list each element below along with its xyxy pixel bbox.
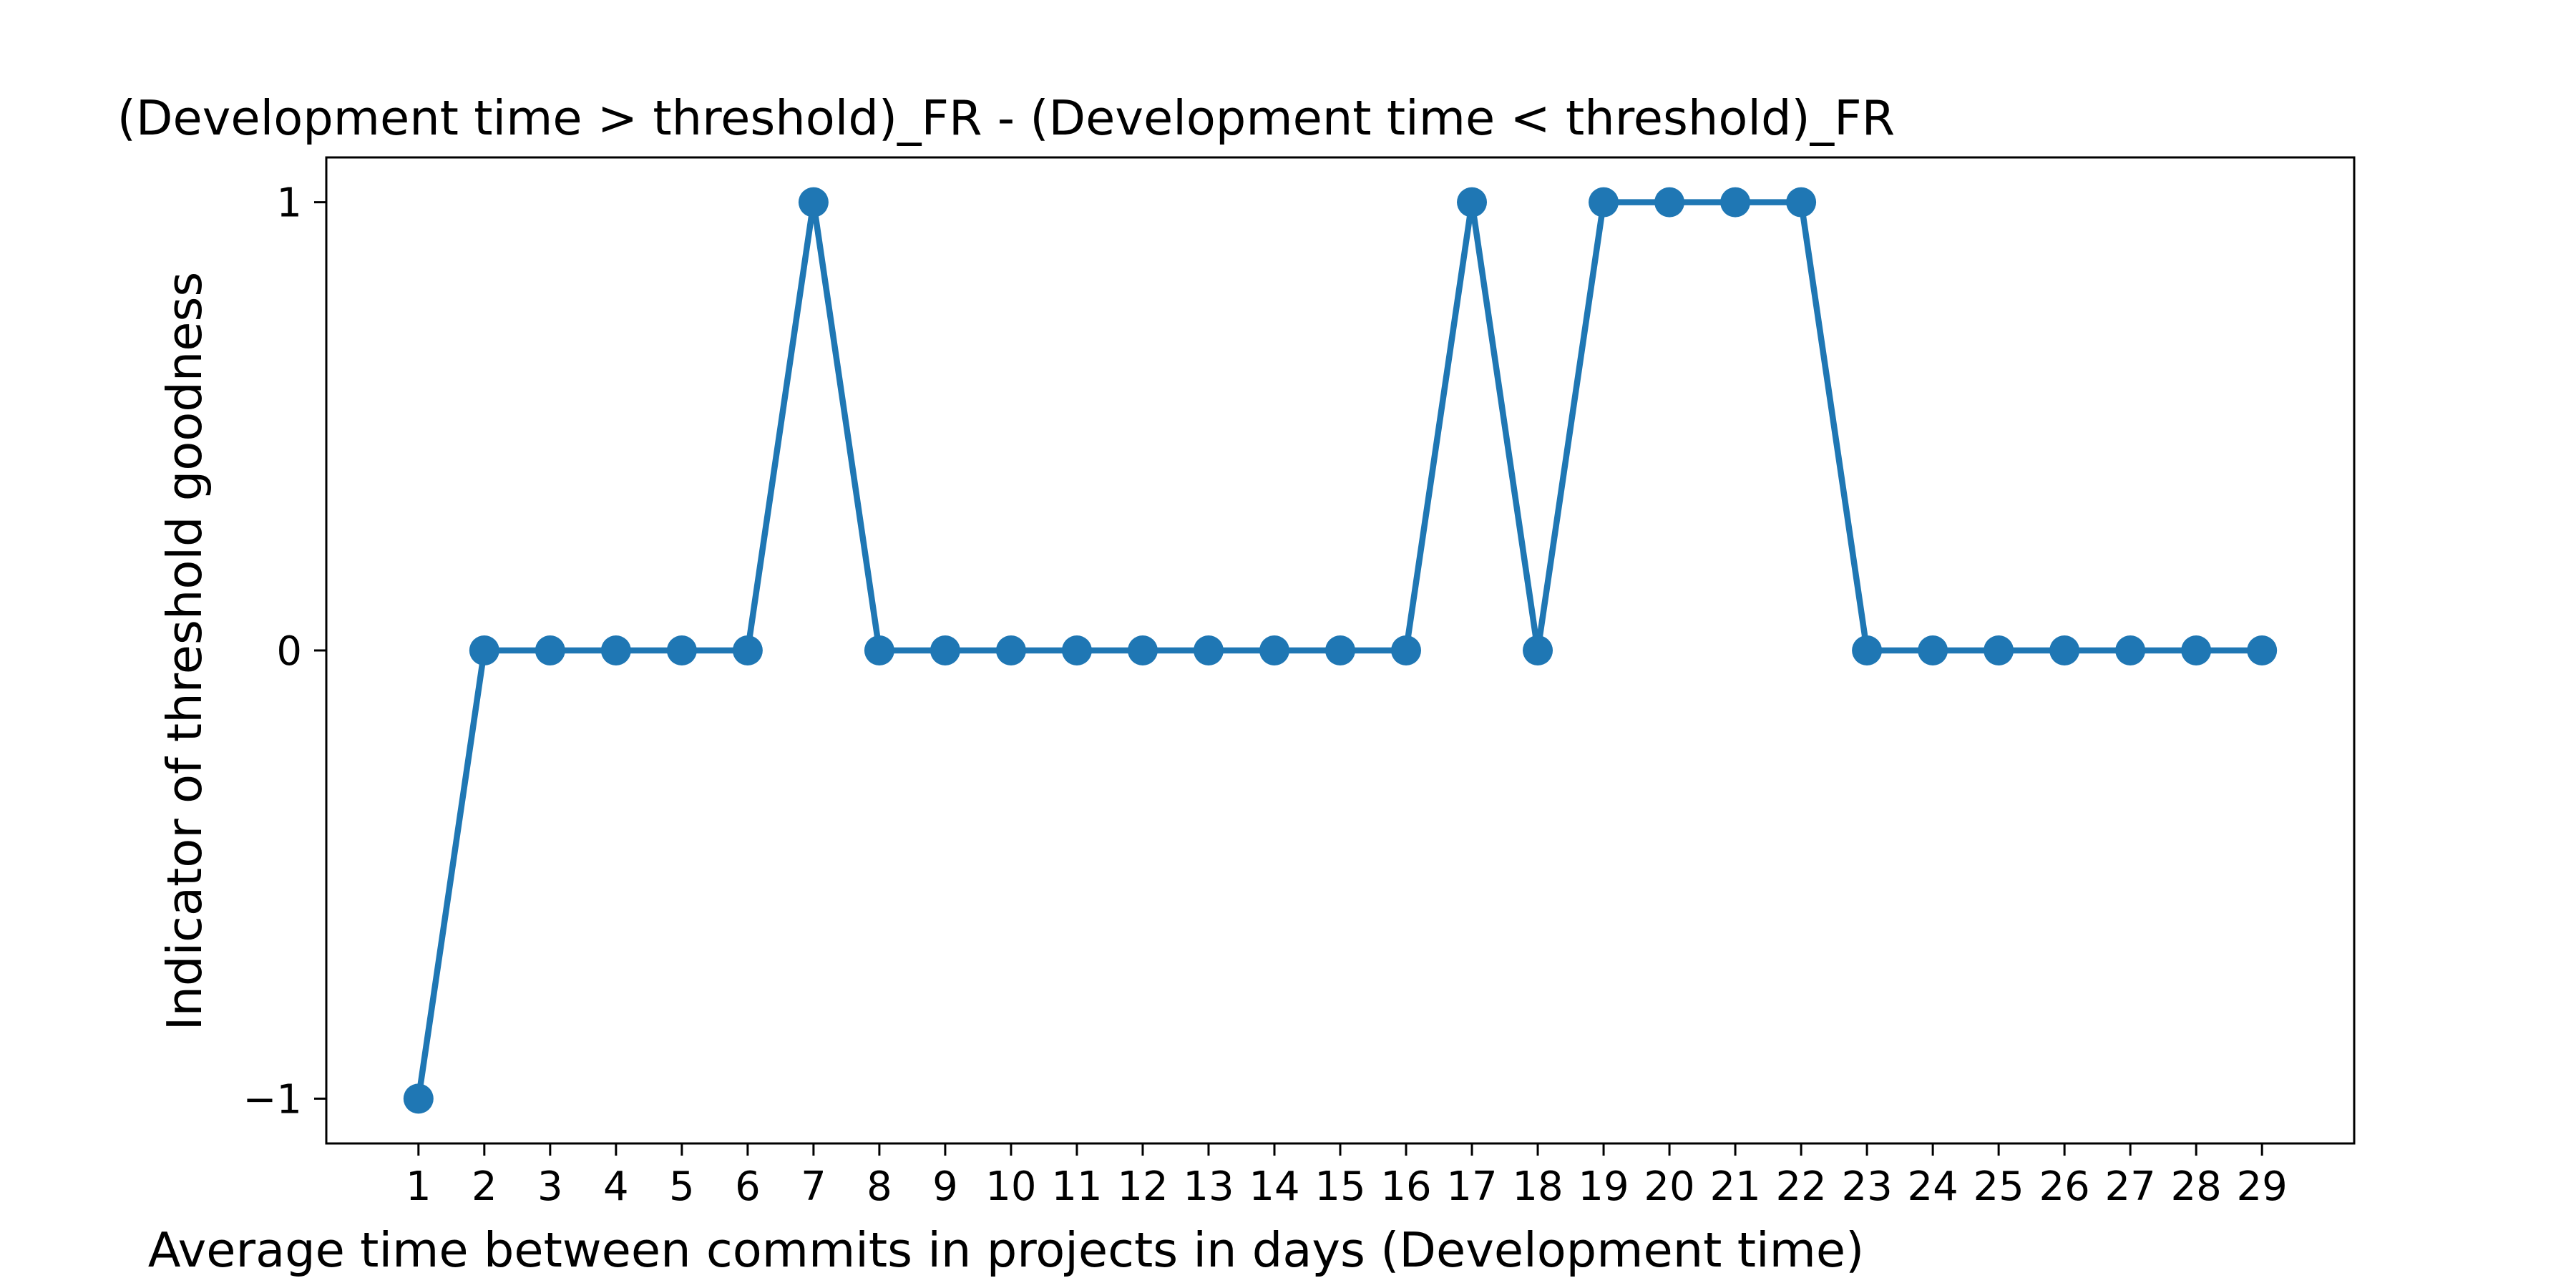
data-point: [1984, 635, 2014, 665]
data-point: [1325, 635, 1355, 665]
data-point: [1127, 635, 1158, 665]
x-tick-label: 28: [2171, 1163, 2222, 1210]
x-tick-label: 21: [1709, 1163, 1760, 1210]
y-tick-label: 0: [276, 628, 302, 675]
data-point: [403, 1083, 434, 1114]
data-point: [1457, 187, 1488, 218]
x-tick-label: 1: [406, 1163, 431, 1210]
data-point: [469, 635, 499, 665]
x-tick-label: 23: [1841, 1163, 1892, 1210]
x-tick-label: 12: [1117, 1163, 1168, 1210]
data-point: [2247, 635, 2278, 665]
data-point: [995, 635, 1026, 665]
x-tick-label: 13: [1183, 1163, 1234, 1210]
x-tick-label: 16: [1380, 1163, 1431, 1210]
x-tick-label: 3: [537, 1163, 563, 1210]
y-tick-label: −1: [243, 1076, 302, 1123]
x-tick-label: 19: [1578, 1163, 1629, 1210]
x-tick-label: 29: [2237, 1163, 2288, 1210]
x-tick-label: 25: [1973, 1163, 2024, 1210]
y-axis-label: Indicator of threshold goodness: [157, 272, 213, 1031]
data-point: [732, 635, 763, 665]
x-tick-label: 15: [1314, 1163, 1365, 1210]
data-point: [1786, 187, 1817, 218]
x-tick-label: 8: [867, 1163, 892, 1210]
x-tick-label: 20: [1644, 1163, 1694, 1210]
data-point: [1391, 635, 1422, 665]
x-tick-label: 14: [1249, 1163, 1299, 1210]
data-point: [1523, 635, 1553, 665]
x-tick-label: 5: [669, 1163, 695, 1210]
y-tick-label: 1: [276, 180, 302, 227]
x-tick-label: 10: [985, 1163, 1036, 1210]
x-tick-label: 4: [603, 1163, 629, 1210]
data-point: [930, 635, 960, 665]
data-point: [535, 635, 565, 665]
data-point: [1193, 635, 1224, 665]
data-point: [1259, 635, 1289, 665]
x-axis-label: Average time between commits in projects…: [148, 1222, 1865, 1278]
data-point: [600, 635, 631, 665]
x-tick-label: 2: [472, 1163, 497, 1210]
data-point: [1720, 187, 1751, 218]
data-point: [1852, 635, 1883, 665]
data-point: [666, 635, 697, 665]
data-point: [1061, 635, 1092, 665]
data-point: [1654, 187, 1685, 218]
x-tick-label: 24: [1907, 1163, 1958, 1210]
data-point: [2049, 635, 2080, 665]
data-point: [864, 635, 894, 665]
x-tick-label: 22: [1775, 1163, 1826, 1210]
x-tick-label: 27: [2105, 1163, 2156, 1210]
x-tick-label: 18: [1512, 1163, 1563, 1210]
x-tick-label: 17: [1446, 1163, 1497, 1210]
chart-title: (Development time > threshold)_FR - (Dev…: [117, 90, 1895, 146]
plot-area: 1 2 3 4 5 6 7 8 9 10 11 12 13 14 15 16 17 18 19 20 21 22 23 24 2…: [243, 156, 2356, 1210]
x-tick-label: 26: [2039, 1163, 2090, 1210]
data-point: [1918, 635, 1948, 665]
data-point: [2181, 635, 2212, 665]
x-tick-label: 7: [801, 1163, 826, 1210]
data-point: [798, 187, 829, 218]
x-tick-label: 11: [1051, 1163, 1102, 1210]
x-tick-label: 9: [932, 1163, 958, 1210]
data-point: [2115, 635, 2146, 665]
x-tick-label: 6: [735, 1163, 761, 1210]
data-point: [1589, 187, 1619, 218]
